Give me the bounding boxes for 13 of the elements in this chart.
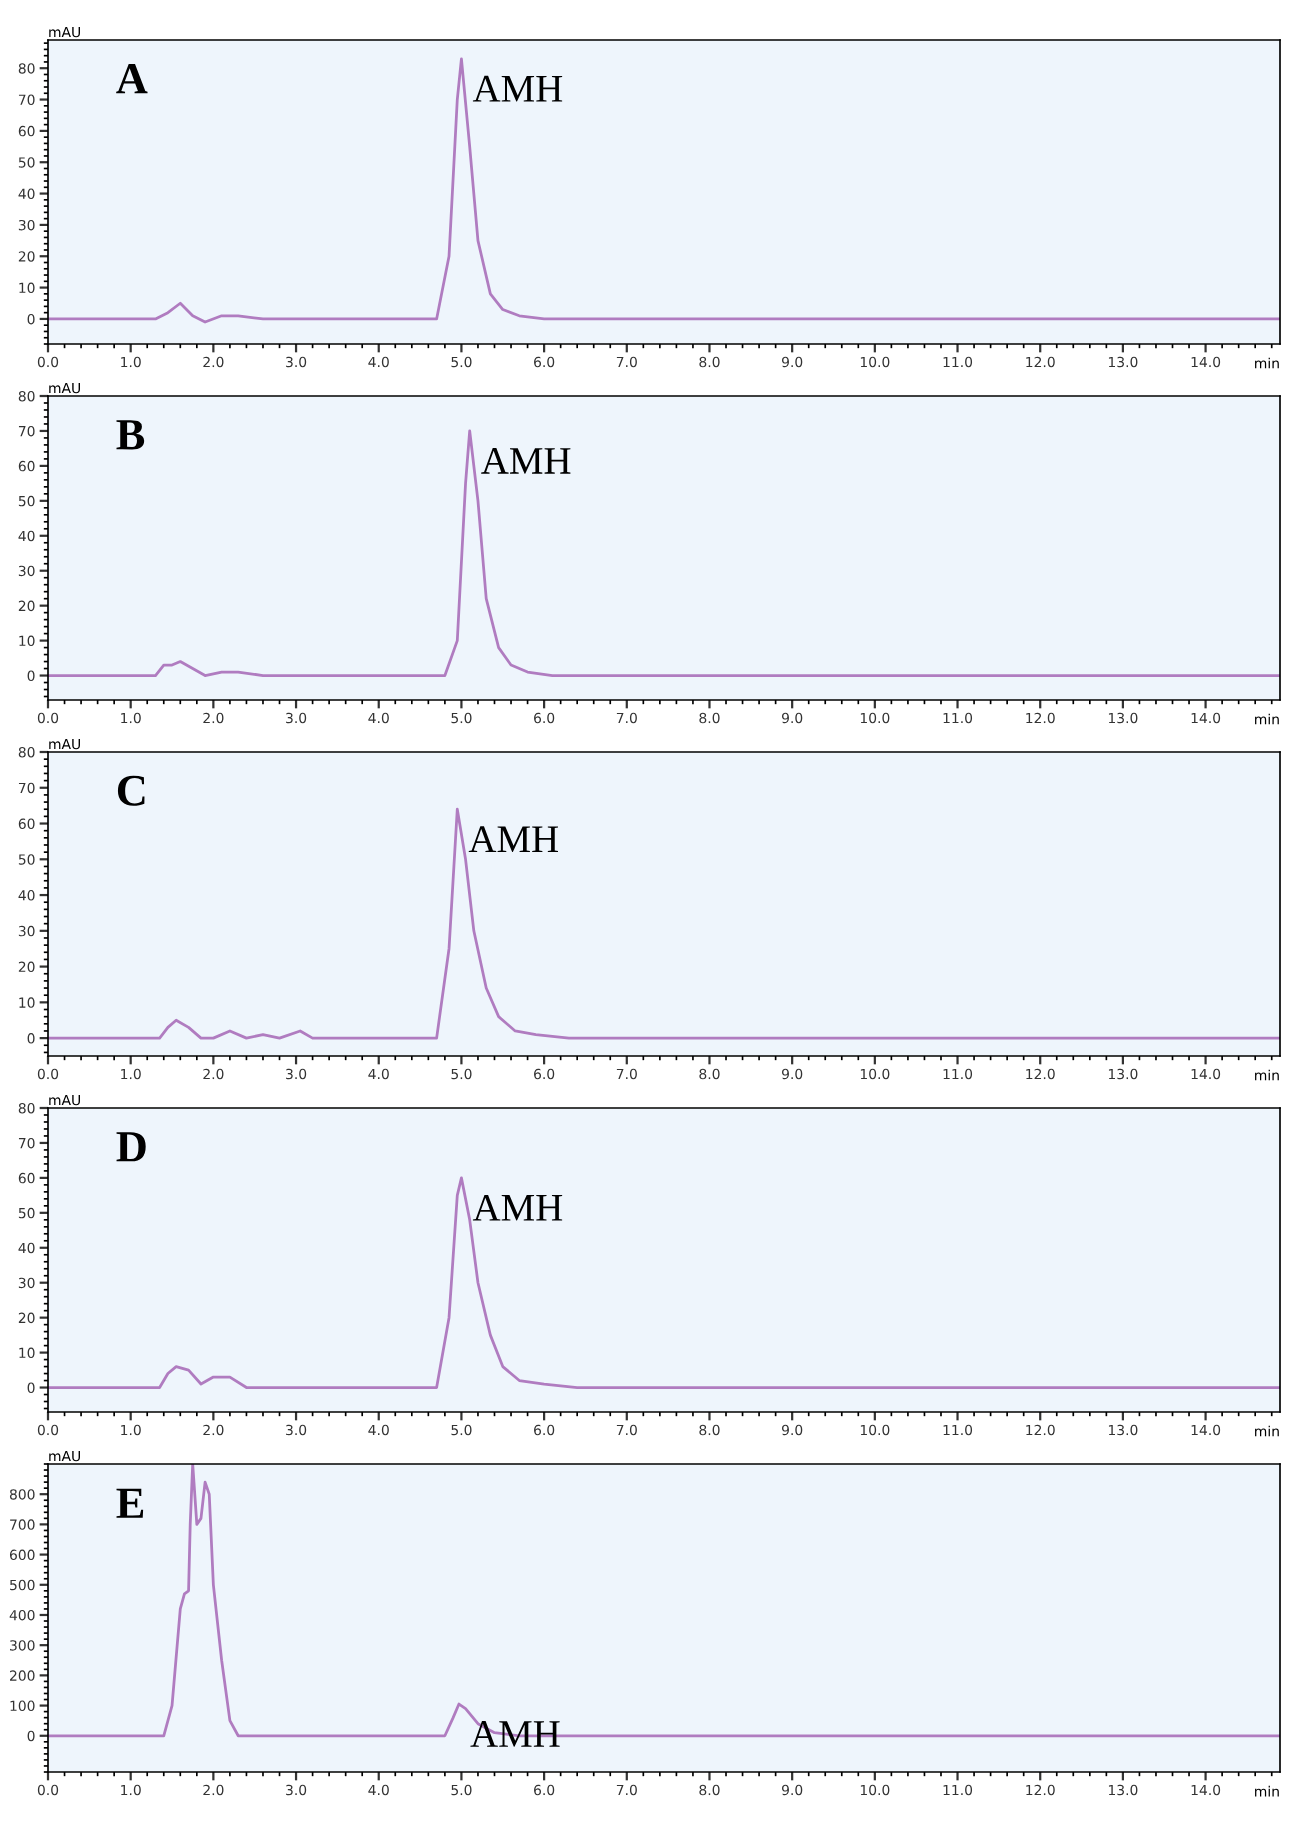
annotation: D <box>116 1132 146 1162</box>
annotation: AMH <box>472 1194 563 1221</box>
annotation: C <box>117 775 145 806</box>
annotation: AMH <box>470 1721 560 1747</box>
line-series <box>48 57 1280 324</box>
annotation: A <box>116 63 148 94</box>
line-series <box>48 807 1280 1040</box>
annotation: B <box>116 420 145 450</box>
annotation: AMH <box>468 826 559 852</box>
annotation: E <box>116 1488 144 1518</box>
line-series <box>48 1176 1280 1389</box>
annotation: AMH <box>472 75 563 102</box>
annotation: AMH <box>481 447 571 474</box>
